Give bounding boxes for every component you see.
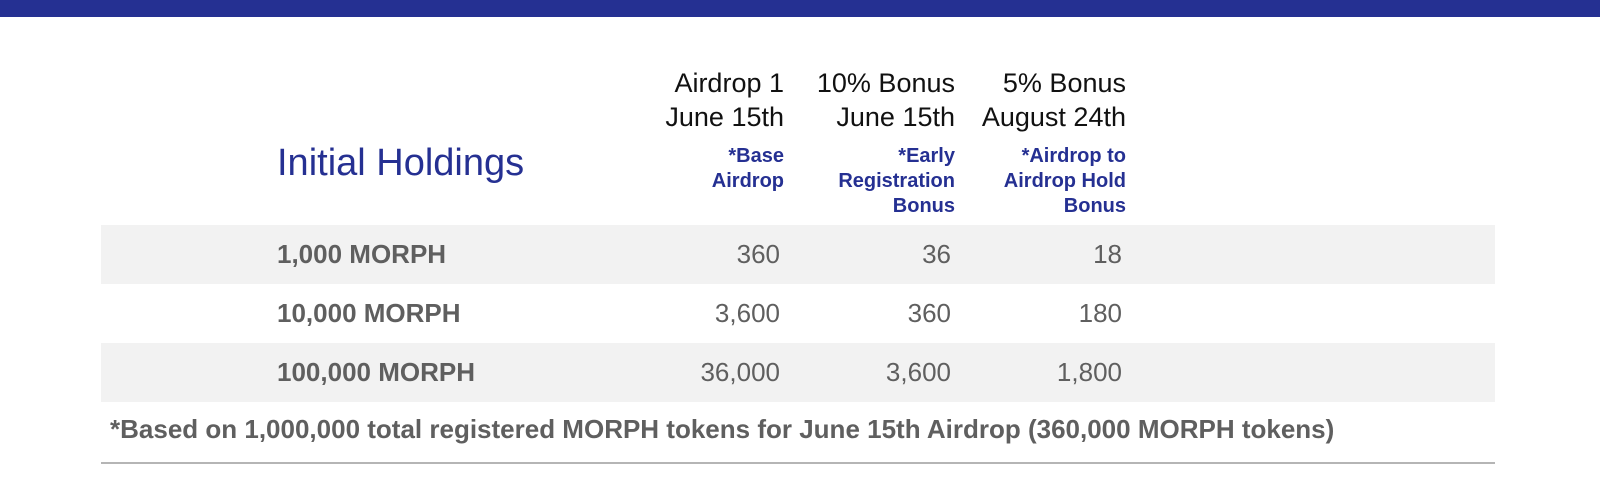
holding-label: 100,000 MORPH: [277, 357, 475, 387]
bottom-divider: [101, 462, 1495, 464]
column-header-airdrop-1: Airdrop 1 June 15th *Base Airdrop: [665, 66, 784, 194]
column-header-date: June 15th: [836, 102, 955, 132]
column-note-line: *Base: [728, 145, 784, 167]
column-note: *Airdrop to Airdrop Hold Bonus: [982, 144, 1126, 219]
column-header-line: Airdrop 1: [674, 68, 784, 98]
column-note-line: Bonus: [892, 195, 955, 217]
airdrop-1-value: 360: [736, 239, 780, 269]
column-note-line: Registration: [838, 170, 955, 192]
column-note-line: Airdrop Hold: [1003, 170, 1126, 192]
holding-label: 1,000 MORPH: [277, 239, 447, 269]
column-header-line: 10% Bonus: [816, 68, 955, 98]
column-header-5-percent-bonus: 5% Bonus August 24th *Airdrop to Airdrop…: [982, 66, 1126, 219]
column-note-line: Bonus: [1063, 195, 1126, 217]
hold-bonus-value: 18: [1093, 239, 1122, 269]
column-note-line: Airdrop: [711, 170, 784, 192]
early-bonus-value: 3,600: [885, 357, 951, 387]
column-header-line: 5% Bonus: [1002, 68, 1126, 98]
column-note-line: *Early: [898, 145, 955, 167]
column-note-line: *Airdrop to: [1021, 145, 1126, 167]
table-title: Initial Holdings: [277, 142, 525, 184]
early-bonus-value: 360: [907, 298, 951, 328]
holding-label: 10,000 MORPH: [277, 298, 461, 328]
top-accent-bar: [0, 0, 1600, 17]
table-row: 10,000 MORPH 3,600 360 180: [101, 284, 1495, 343]
airdrop-1-value: 36,000: [700, 357, 780, 387]
airdrop-1-value: 3,600: [714, 298, 780, 328]
table-row: 100,000 MORPH 36,000 3,600 1,800: [101, 343, 1495, 402]
column-header-10-percent-bonus: 10% Bonus June 15th *Early Registration …: [817, 66, 955, 219]
early-bonus-value: 36: [922, 239, 951, 269]
column-header-date: June 15th: [665, 102, 784, 132]
hold-bonus-value: 180: [1078, 298, 1122, 328]
hold-bonus-value: 1,800: [1056, 357, 1122, 387]
column-note: *Early Registration Bonus: [817, 144, 955, 219]
footnote: *Based on 1,000,000 total registered MOR…: [110, 414, 1335, 444]
column-header-date: August 24th: [981, 102, 1126, 132]
column-note: *Base Airdrop: [665, 144, 784, 194]
table-row: 1,000 MORPH 360 36 18: [101, 225, 1495, 284]
